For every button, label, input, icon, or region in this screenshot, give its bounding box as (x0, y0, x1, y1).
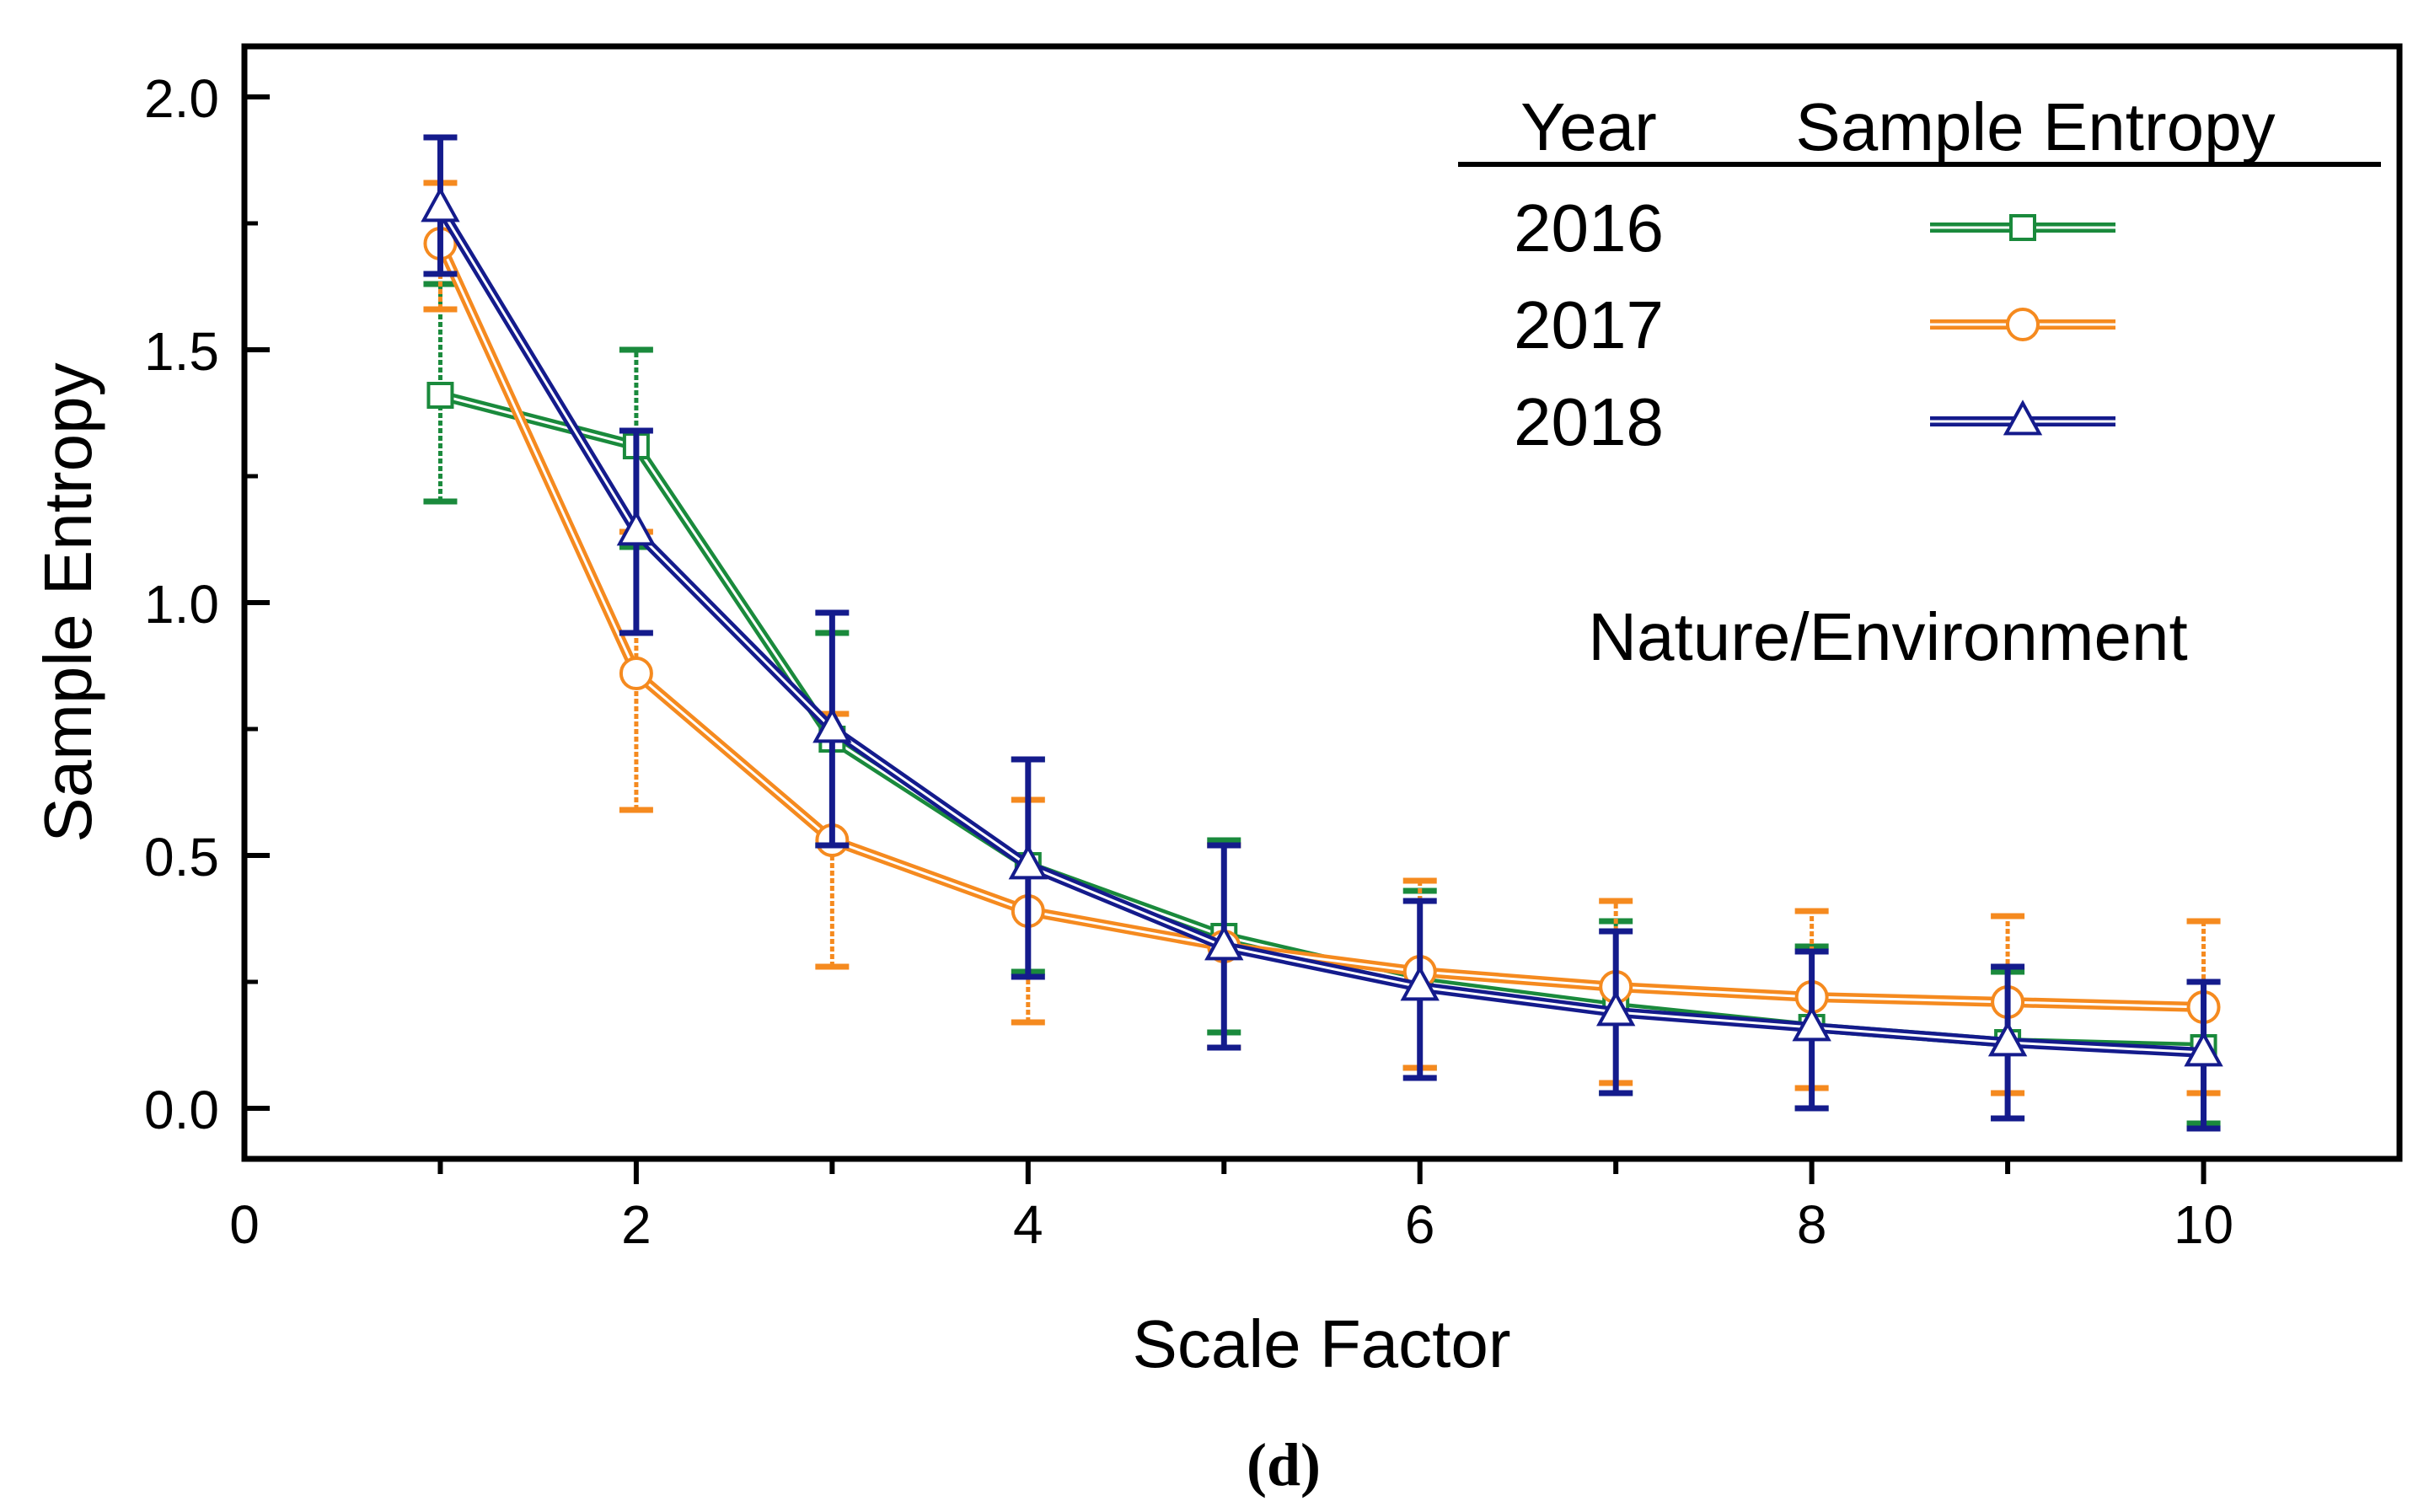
legend-label-2017: 2017 (1514, 287, 1664, 362)
series-2018 (421, 134, 2223, 1132)
legend: Year Sample Entropy 2016 2017 2018 (1458, 89, 2381, 459)
legend-marker (2009, 214, 2036, 241)
data-point (2184, 1031, 2223, 1067)
series-line-inner (439, 243, 2204, 1009)
data-point (426, 382, 454, 409)
x-tick-label: 0 (229, 1194, 260, 1255)
data-point (812, 707, 852, 743)
x-axis: 0 2 4 6 8 10 (229, 1159, 2233, 1255)
series-line-inner (439, 207, 2204, 1054)
legend-label-2016: 2016 (1514, 190, 1664, 265)
x-axis-label: Scale Factor (1132, 1306, 1510, 1381)
x-tick-label: 6 (1405, 1194, 1435, 1255)
series-line-outer (438, 390, 2204, 1053)
series-layer (421, 134, 2223, 1132)
legend-label-2018: 2018 (1514, 384, 1664, 459)
y-tick-label: 1.0 (144, 574, 219, 635)
data-point (616, 510, 657, 546)
x-tick-label: 10 (2174, 1194, 2233, 1255)
data-point (1987, 1021, 2028, 1057)
x-tick-label: 8 (1797, 1194, 1827, 1255)
y-axis: 0.0 0.5 1.0 1.5 2.0 (144, 68, 270, 1140)
annotation-text: Nature/Environment (1588, 599, 2187, 674)
legend-marker (2006, 308, 2040, 341)
x-tick-label: 2 (621, 1194, 651, 1255)
data-point (1008, 844, 1048, 880)
y-axis-label: Sample Entropy (30, 362, 105, 842)
y-tick-label: 0.0 (144, 1080, 219, 1140)
figure-subtitle: (d) (1247, 1431, 1321, 1499)
y-tick-label: 2.0 (144, 68, 219, 129)
legend-entries: 2016 2017 2018 (1514, 190, 2115, 459)
data-point (421, 186, 460, 223)
data-point (1204, 925, 1244, 961)
data-point (1792, 1005, 1831, 1042)
legend-marker (2003, 399, 2043, 436)
y-tick-label: 0.5 (144, 827, 219, 887)
legend-header-entropy: Sample Entropy (1795, 89, 2275, 164)
data-point (619, 657, 653, 690)
x-tick-label: 4 (1013, 1194, 1043, 1255)
data-point (1400, 965, 1440, 1001)
series-line-inner (440, 394, 2204, 1049)
data-point (1595, 990, 1636, 1027)
y-tick-label: 1.5 (144, 321, 219, 382)
legend-header-year: Year (1520, 89, 1657, 164)
